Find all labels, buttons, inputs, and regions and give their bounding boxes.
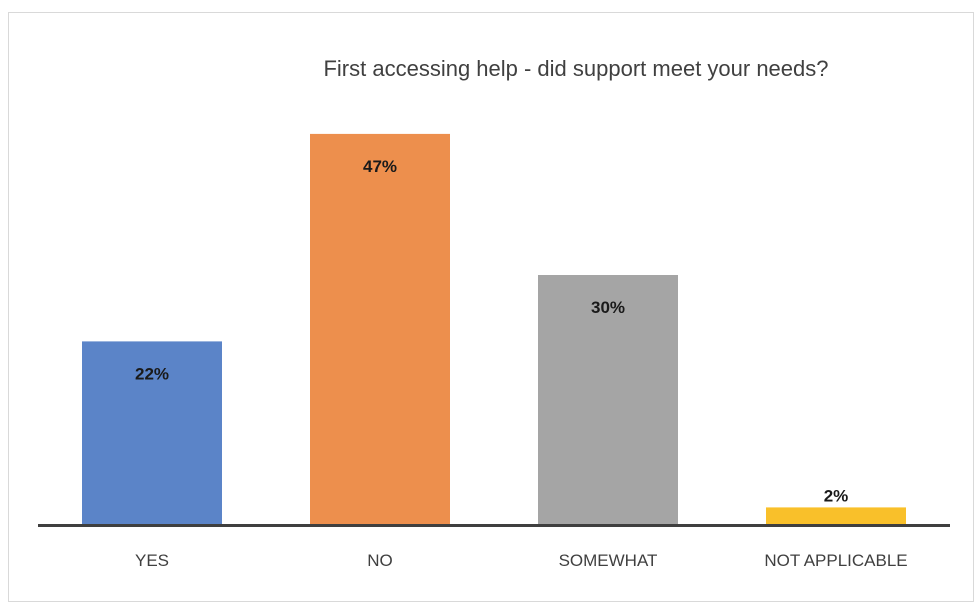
data-label-no: 47% — [363, 157, 397, 176]
x-tick-no: NO — [367, 551, 393, 570]
x-tick-labels: YES NO SOMEWHAT NOT APPLICABLE — [135, 551, 908, 570]
data-label-yes: 22% — [135, 364, 169, 383]
data-label-not-applicable: 2% — [824, 486, 849, 505]
bar-chart: First accessing help - did support meet … — [38, 56, 950, 570]
bar-somewhat — [538, 275, 678, 524]
x-tick-yes: YES — [135, 551, 169, 570]
x-tick-not-applicable: NOT APPLICABLE — [764, 551, 907, 570]
data-label-somewhat: 30% — [591, 298, 625, 317]
x-tick-somewhat: SOMEWHAT — [559, 551, 658, 570]
bar-yes — [82, 341, 222, 524]
bars-group: 22% 47% 30% 2% — [82, 133, 906, 524]
chart-title: First accessing help - did support meet … — [323, 56, 828, 81]
bar-not-applicable — [766, 507, 906, 524]
bar-no — [310, 133, 450, 524]
